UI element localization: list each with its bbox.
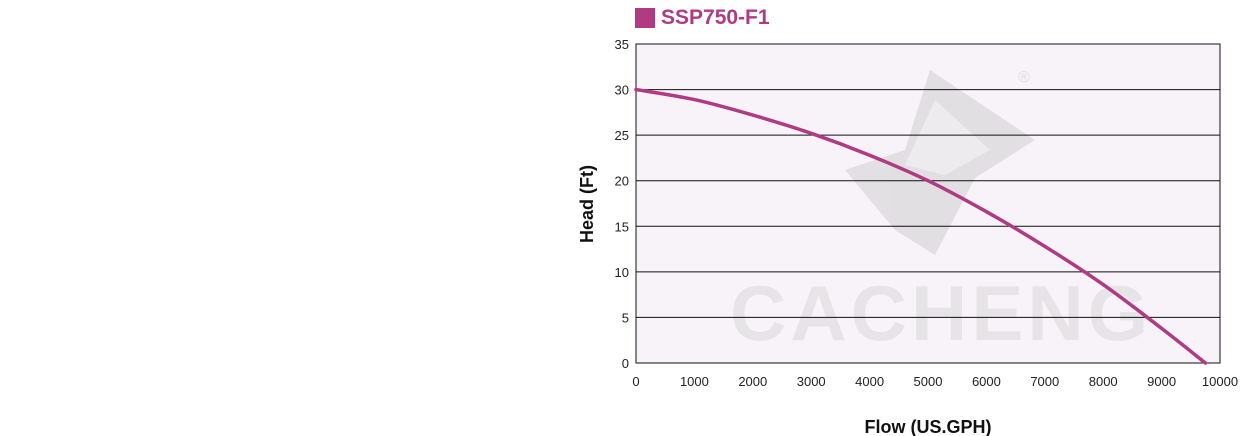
x-tick-labels: 0 1000 2000 3000 4000 5000 6000 7000 8000 9000 100… <box>632 374 1238 389</box>
watermark-text: CACHENG <box>730 269 1152 357</box>
x-tick-label: 6000 <box>972 374 1001 389</box>
series-group <box>634 87 1208 365</box>
watermark-logo: ® CACHENG <box>730 69 1152 357</box>
y-axis-title: Head (Ft) <box>577 165 597 243</box>
y-tick-label: 0 <box>622 356 629 371</box>
y-tick-label: 10 <box>615 265 629 280</box>
x-tick-label: 2000 <box>738 374 767 389</box>
x-tick-label: 5000 <box>914 374 943 389</box>
x-tick-label: 10000 <box>1202 374 1238 389</box>
y-tick-label: 25 <box>615 128 629 143</box>
x-tick-label: 7000 <box>1030 374 1059 389</box>
y-tick-label: 15 <box>615 219 629 234</box>
x-axis-title: Flow (US.GPH) <box>865 417 992 436</box>
y-tick-labels: 0 5 10 15 20 25 30 35 <box>615 37 629 371</box>
y-tick-label: 20 <box>615 174 629 189</box>
x-tick-label: 8000 <box>1089 374 1118 389</box>
watermark-logo-inner <box>905 100 990 175</box>
x-tick-label: 9000 <box>1147 374 1176 389</box>
watermark-registered-mark: ® <box>1018 69 1030 86</box>
series-line <box>634 87 1208 365</box>
x-tick-label: 1000 <box>680 374 709 389</box>
legend-swatch <box>635 8 655 28</box>
x-tick-label: 4000 <box>855 374 884 389</box>
y-tick-label: 30 <box>615 83 629 98</box>
y-tick-label: 35 <box>615 37 629 52</box>
plot-frame <box>635 43 1221 364</box>
x-tick-label: 3000 <box>797 374 826 389</box>
chart-legend: SSP750-F1 <box>635 6 770 30</box>
legend-label: SSP750-F1 <box>661 6 770 29</box>
x-tick-label: 0 <box>632 374 639 389</box>
y-tick-label: 5 <box>622 310 629 325</box>
